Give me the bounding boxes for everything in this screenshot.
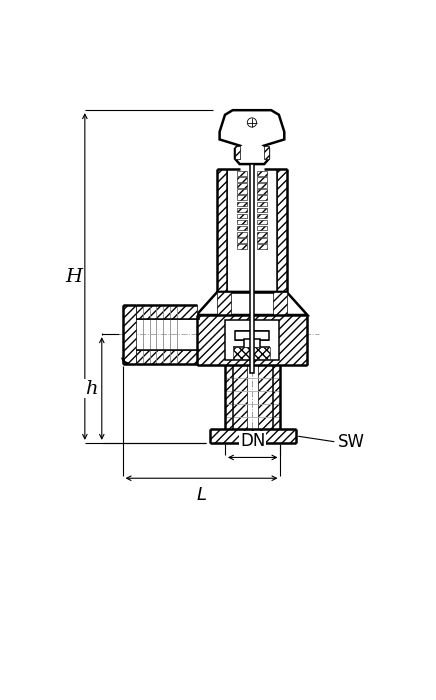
Polygon shape — [197, 292, 307, 315]
Bar — [136, 305, 197, 318]
Text: SW: SW — [338, 433, 365, 451]
Bar — [256, 220, 267, 225]
Text: H: H — [65, 267, 82, 286]
Bar — [217, 169, 227, 292]
Bar — [256, 244, 267, 248]
Bar — [237, 232, 247, 237]
Bar — [237, 238, 247, 243]
Bar — [256, 238, 267, 243]
Polygon shape — [220, 110, 284, 164]
Bar — [256, 226, 267, 230]
Bar — [233, 346, 270, 359]
Bar — [237, 208, 247, 212]
Bar — [235, 146, 240, 159]
Bar — [256, 208, 267, 212]
Bar — [123, 305, 136, 363]
Bar — [225, 320, 279, 360]
Bar — [237, 171, 247, 176]
Bar — [276, 169, 286, 292]
Bar — [237, 177, 247, 182]
Bar — [237, 244, 247, 248]
Bar — [256, 195, 267, 200]
Bar — [273, 292, 286, 315]
Bar — [256, 232, 267, 237]
Bar — [237, 226, 247, 230]
Bar — [258, 365, 280, 429]
Bar — [250, 164, 254, 372]
Bar — [235, 331, 269, 340]
Bar — [136, 349, 197, 363]
Bar — [210, 429, 296, 443]
Bar — [237, 189, 247, 194]
Bar — [237, 183, 247, 188]
Bar — [237, 220, 247, 225]
Text: h: h — [85, 379, 97, 398]
Bar — [256, 214, 267, 218]
Bar — [237, 202, 247, 206]
Bar — [264, 146, 269, 159]
Bar — [256, 171, 267, 176]
Bar — [237, 214, 247, 218]
Bar — [256, 202, 267, 206]
Bar — [197, 315, 307, 365]
Bar — [256, 189, 267, 194]
Bar — [244, 339, 260, 348]
Bar — [217, 292, 231, 315]
Text: L: L — [197, 486, 207, 504]
Bar — [225, 365, 247, 429]
Bar — [256, 177, 267, 182]
Bar — [237, 195, 247, 200]
Bar — [256, 183, 267, 188]
Text: DN: DN — [240, 432, 266, 450]
